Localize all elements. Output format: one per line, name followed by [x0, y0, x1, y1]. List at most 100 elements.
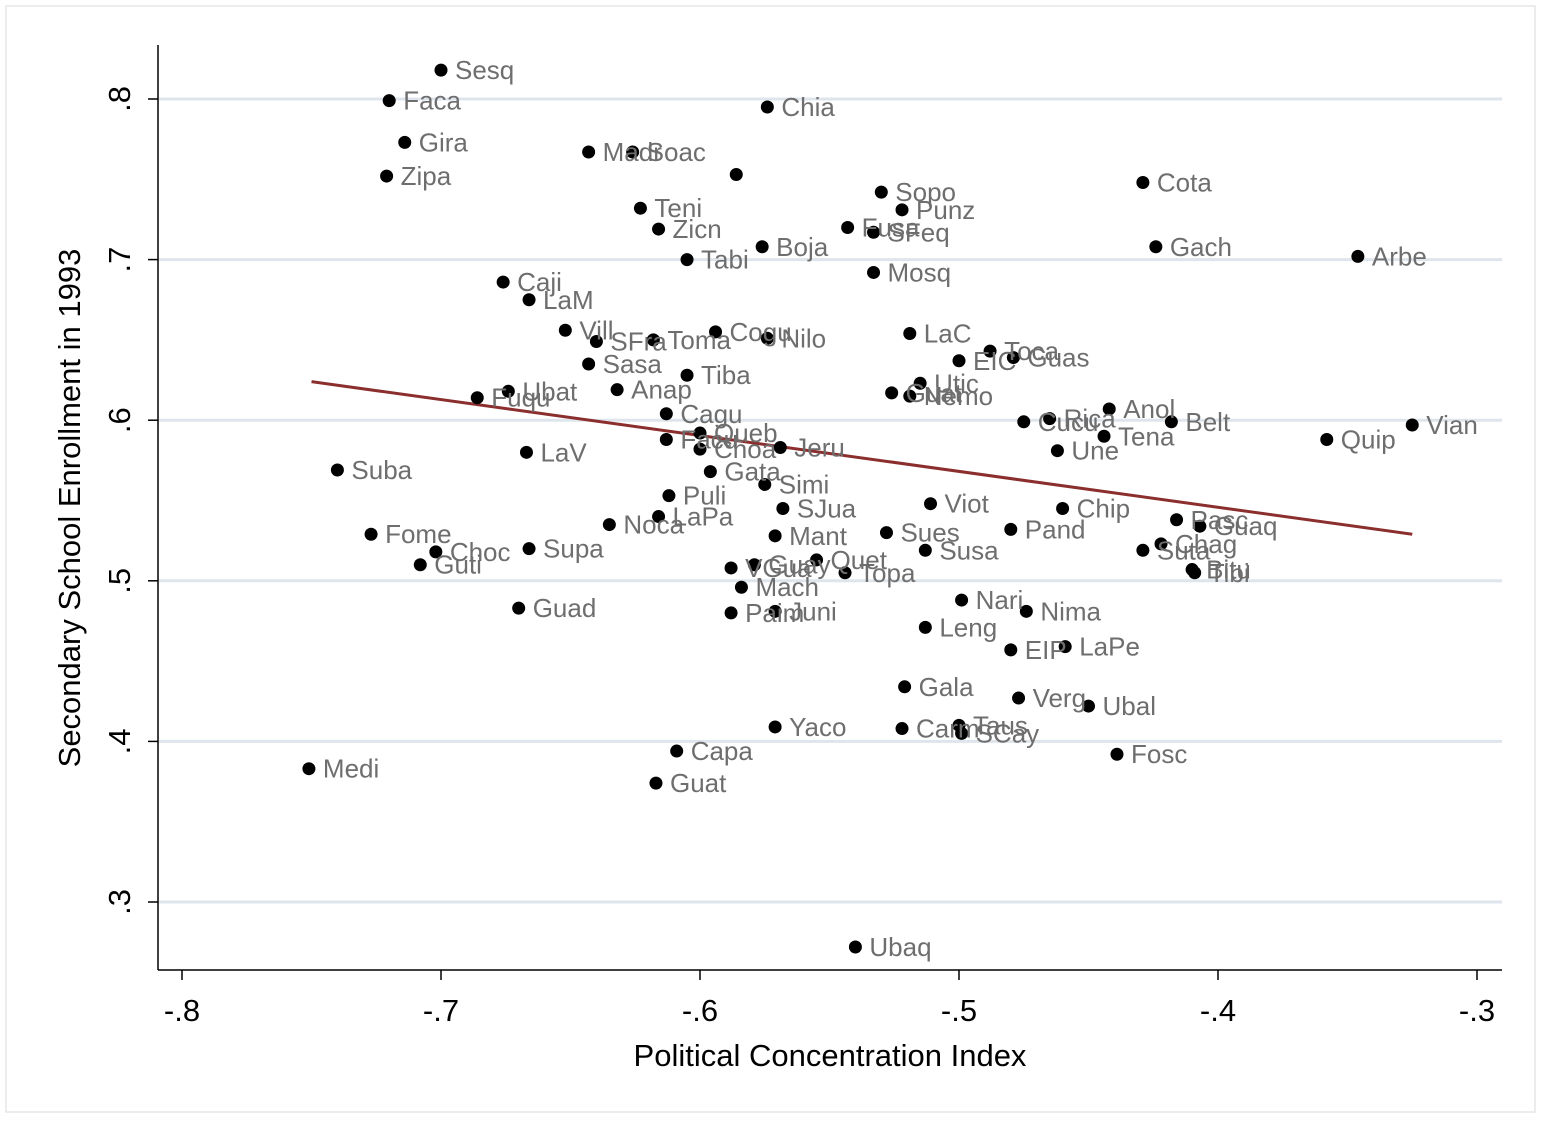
scatter-point	[867, 265, 881, 279]
point-label: LaC	[924, 318, 972, 348]
point-label: Pasc	[1191, 505, 1249, 535]
y-tick-label: .3	[102, 889, 137, 915]
scatter-point	[1017, 415, 1031, 429]
scatter-point	[955, 726, 969, 740]
point-label: SJua	[797, 494, 857, 524]
scatter-point	[885, 386, 899, 400]
point-label: Guay	[768, 550, 830, 580]
scatter-point	[918, 543, 932, 557]
point-label: Viot	[945, 489, 990, 519]
scatter-point	[602, 518, 616, 532]
scatter-point	[724, 561, 738, 575]
scatter-point	[1012, 691, 1026, 705]
point-label: Une	[1071, 436, 1119, 466]
scatter-point	[898, 680, 912, 694]
scatter-point	[364, 527, 378, 541]
point-label: Fuqu	[491, 383, 550, 413]
point-label: Zipa	[401, 161, 452, 191]
scatter-point	[895, 722, 909, 736]
point-label: Nima	[1040, 596, 1101, 626]
scatter-point	[952, 354, 966, 368]
scatter-point	[434, 63, 448, 77]
scatter-point	[755, 240, 769, 254]
scatter-point	[1351, 249, 1365, 263]
scatter-point	[380, 169, 394, 183]
point-label: Fome	[385, 519, 451, 549]
point-label: Soac	[647, 137, 706, 167]
point-label: Ubal	[1103, 691, 1156, 721]
scatter-point	[895, 203, 909, 217]
scatter-point	[1164, 415, 1178, 429]
point-label: Mant	[789, 521, 848, 551]
scatter-point	[1136, 543, 1150, 557]
x-axis-title: Political Concentration Index	[634, 1038, 1027, 1073]
scatter-point	[810, 553, 824, 567]
point-label: LaV	[540, 437, 587, 467]
scatter-point	[1405, 418, 1419, 432]
point-label: Sasa	[603, 349, 663, 379]
point-label: Gata	[724, 457, 781, 487]
point-label: Vian	[1426, 410, 1478, 440]
scatter-point	[729, 167, 743, 181]
fitted-line	[311, 380, 1413, 536]
scatter-point	[1170, 513, 1184, 527]
scatter-point	[703, 465, 717, 479]
scatter-point	[709, 325, 723, 339]
scatter-point	[1004, 643, 1018, 657]
scatter-point	[470, 391, 484, 405]
scatter-point	[662, 489, 676, 503]
scatter-point	[867, 225, 881, 239]
point-label: Punz	[916, 195, 975, 225]
point-label: Guti	[434, 550, 482, 580]
scatter-point	[501, 384, 515, 398]
point-label: Pand	[1025, 514, 1086, 544]
scatter-point	[659, 407, 673, 421]
scatter-point	[429, 545, 443, 559]
scatter-point	[522, 542, 536, 556]
scatter-point	[330, 463, 344, 477]
point-label: Facu	[680, 424, 738, 454]
point-label: Quet	[831, 545, 888, 575]
scatter-point	[512, 601, 526, 615]
y-axis-title: Secondary School Enrollment in 1993	[52, 249, 87, 768]
point-label: Tibi	[1209, 558, 1250, 588]
point-label: Nilo	[781, 323, 826, 353]
x-tick-label: -.7	[423, 993, 459, 1028]
point-label: Toca	[1004, 336, 1059, 366]
point-label: Taus	[973, 710, 1028, 740]
point-label: Guat	[906, 378, 963, 408]
point-label: Cogu	[730, 317, 792, 347]
scatter-point	[1110, 747, 1124, 761]
scatter-point	[1320, 432, 1334, 446]
scatter-point	[924, 497, 938, 511]
scatter-point	[652, 510, 666, 524]
scatter-point	[398, 135, 412, 149]
scatter-point	[874, 185, 888, 199]
scatter-point	[1043, 412, 1057, 426]
point-label: Nari	[976, 585, 1024, 615]
point-label: Puli	[683, 481, 726, 511]
scatter-point	[582, 357, 596, 371]
scatter-point	[1193, 519, 1207, 533]
scatter-point	[680, 368, 694, 382]
point-label: Rica	[1064, 404, 1117, 434]
scatter-point	[589, 335, 603, 349]
scatter-point	[768, 529, 782, 543]
scatter-point	[724, 606, 738, 620]
point-label: Topa	[859, 558, 916, 588]
point-label: Susa	[939, 535, 999, 565]
point-label: Noca	[623, 510, 684, 540]
scatter-point	[879, 526, 893, 540]
scatter-point	[1058, 640, 1072, 654]
point-label: Chia	[781, 92, 835, 122]
y-tick-label: .8	[102, 86, 137, 112]
y-tick-label: .7	[102, 247, 137, 273]
point-label: Ubat	[522, 376, 578, 406]
point-label: Guad	[533, 593, 597, 623]
scatter-point	[1154, 537, 1168, 551]
point-label: Teni	[654, 193, 702, 223]
point-label: Chip	[1077, 494, 1130, 524]
